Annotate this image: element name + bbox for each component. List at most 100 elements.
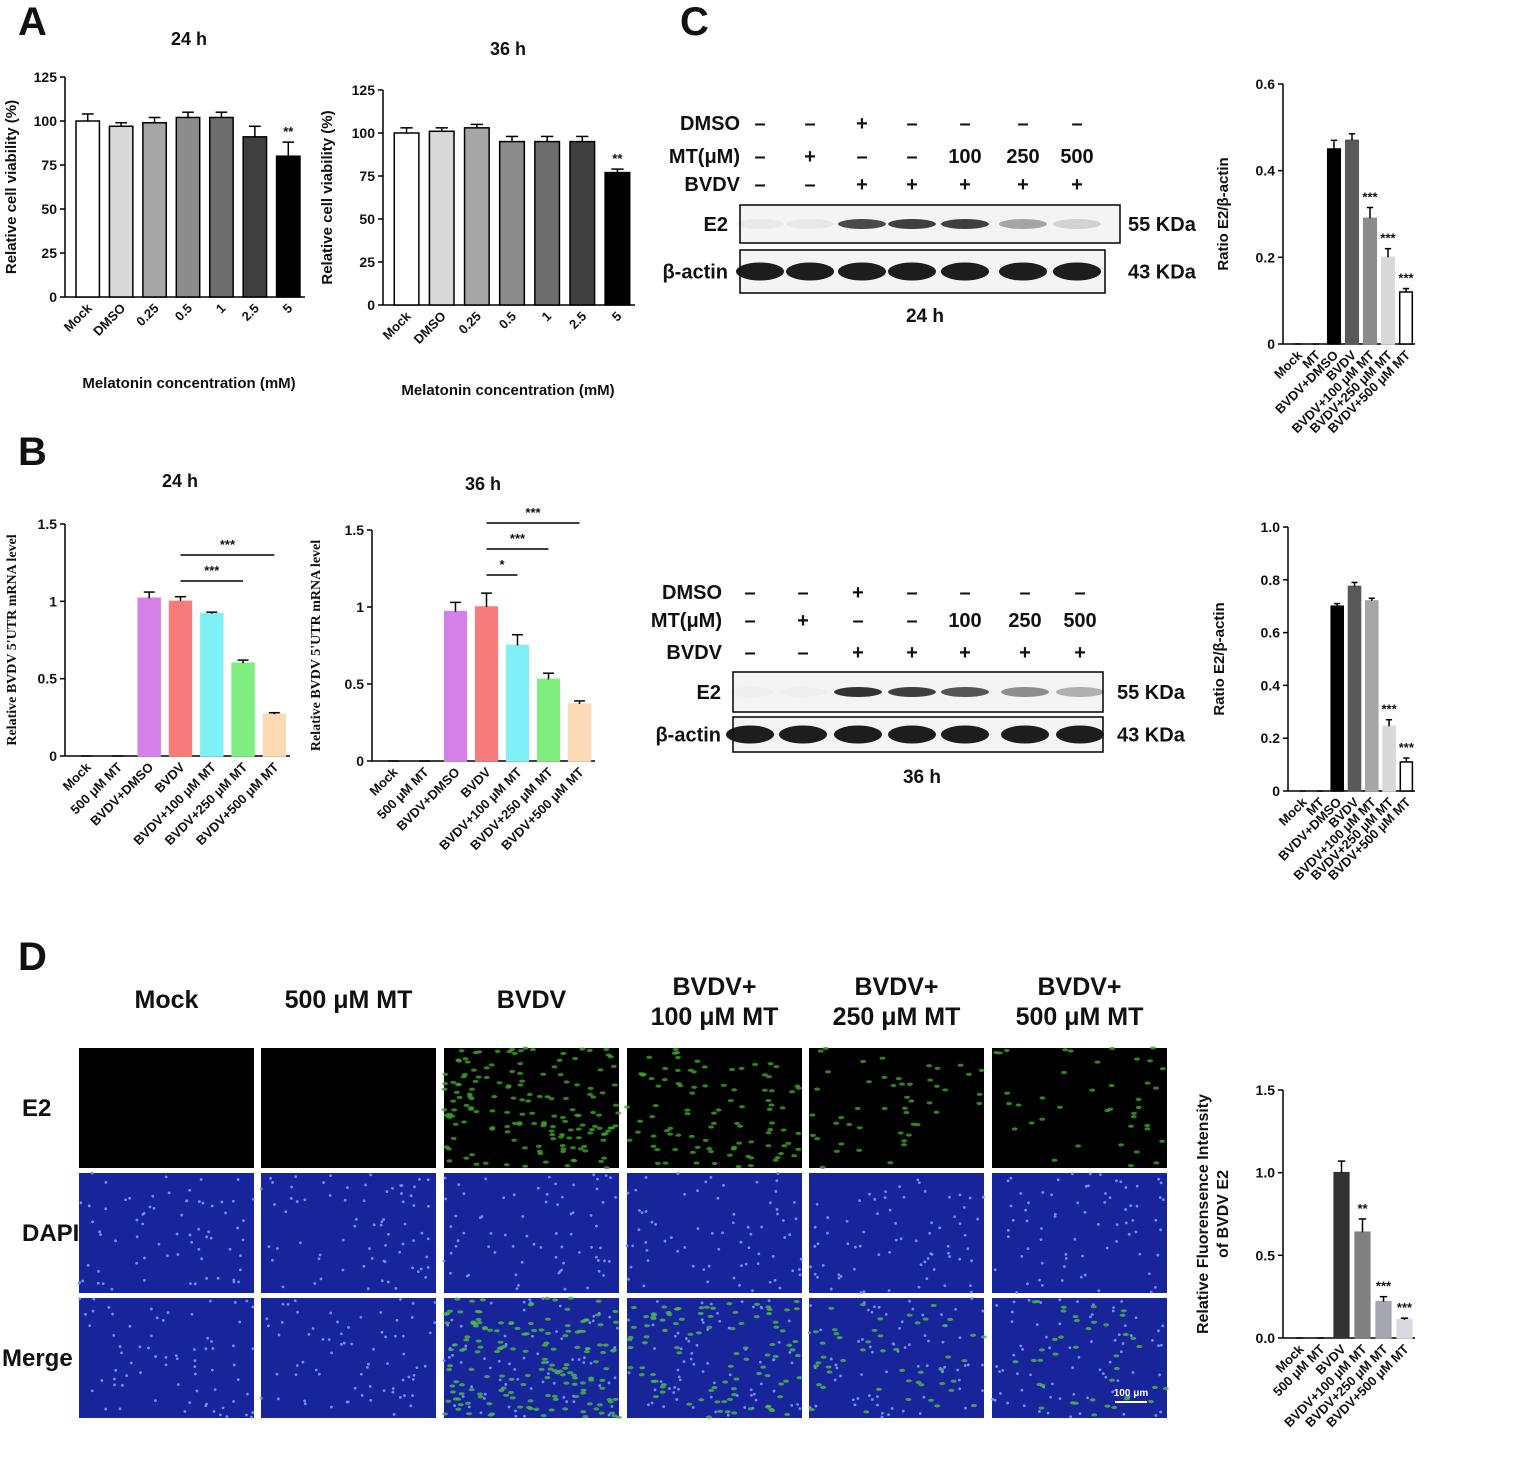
cell xyxy=(764,1374,771,1378)
cell xyxy=(462,1057,469,1061)
cell xyxy=(708,1150,715,1154)
cell xyxy=(552,1298,559,1302)
cell xyxy=(650,1379,657,1383)
cell xyxy=(496,1081,503,1085)
cell xyxy=(840,1358,847,1363)
cell xyxy=(724,1410,731,1414)
cell xyxy=(552,1397,559,1401)
nucleus xyxy=(318,1253,322,1257)
blot-cell: – xyxy=(754,113,765,135)
nucleus xyxy=(644,1240,648,1244)
cell xyxy=(1062,1048,1069,1052)
nucleus xyxy=(943,1365,947,1369)
cell xyxy=(536,1094,543,1099)
cell xyxy=(584,1347,591,1351)
nucleus xyxy=(625,1244,629,1248)
nucleus xyxy=(854,1245,857,1249)
nucleus xyxy=(598,1384,602,1388)
nucleus xyxy=(398,1396,402,1399)
cell xyxy=(509,1069,516,1074)
cell xyxy=(809,1133,816,1138)
bar xyxy=(474,606,499,762)
nucleus xyxy=(193,1348,196,1351)
nucleus xyxy=(275,1247,279,1250)
y-axis-label: Ratio E2/β-actin xyxy=(1211,602,1228,715)
y-tick-label: 125 xyxy=(352,82,376,98)
y-tick-label: 25 xyxy=(41,245,57,261)
cell xyxy=(630,1305,637,1310)
nucleus xyxy=(286,1302,290,1306)
cell xyxy=(556,1058,563,1062)
cell xyxy=(477,1395,484,1399)
nucleus xyxy=(418,1177,421,1181)
nucleus xyxy=(362,1264,366,1268)
nucleus xyxy=(1084,1184,1088,1188)
nucleus xyxy=(560,1337,564,1341)
nucleus xyxy=(677,1387,680,1391)
error-bar xyxy=(540,135,554,142)
cell xyxy=(901,1139,908,1143)
nucleus xyxy=(461,1395,465,1398)
cell xyxy=(706,1147,713,1151)
nucleus xyxy=(728,1373,732,1377)
nucleus xyxy=(1087,1184,1090,1188)
nucleus xyxy=(692,1362,696,1366)
cell xyxy=(487,1328,494,1332)
cell xyxy=(1072,1401,1079,1405)
nucleus xyxy=(250,1415,253,1419)
nucleus xyxy=(958,1193,962,1197)
nucleus xyxy=(317,1257,321,1261)
nucleus xyxy=(236,1226,240,1230)
cell xyxy=(761,1073,768,1077)
y-tick-label: 0.8 xyxy=(1261,572,1281,588)
nucleus xyxy=(497,1359,501,1363)
nucleus xyxy=(110,1287,114,1291)
nucleus xyxy=(995,1365,999,1368)
cell xyxy=(470,1321,477,1325)
nucleus xyxy=(930,1221,934,1225)
nucleus xyxy=(894,1238,898,1242)
blot-band xyxy=(1056,687,1104,697)
blot-row-label: MT(μM) xyxy=(669,146,740,168)
blot-cell: – xyxy=(906,582,917,604)
cell xyxy=(1124,1394,1131,1398)
cell xyxy=(815,1383,822,1387)
nucleus xyxy=(412,1239,416,1243)
cell xyxy=(791,1154,798,1158)
cell xyxy=(612,1397,619,1402)
blot-band xyxy=(888,219,936,229)
nucleus xyxy=(783,1236,787,1239)
nucleus xyxy=(1161,1324,1165,1328)
error-bar xyxy=(1337,1160,1346,1173)
nucleus xyxy=(1104,1192,1107,1195)
nucleus xyxy=(885,1370,888,1374)
cell xyxy=(652,1395,659,1399)
bracket-label: *** xyxy=(510,531,526,546)
cell xyxy=(562,1407,569,1411)
nucleus xyxy=(595,1187,599,1191)
nucleus xyxy=(239,1268,242,1272)
nucleus xyxy=(231,1344,235,1348)
error-bar xyxy=(1358,1218,1367,1233)
cell xyxy=(570,1373,577,1377)
cell xyxy=(547,1367,554,1371)
chart-title: 24 h xyxy=(162,471,198,491)
nucleus xyxy=(554,1232,558,1235)
cell xyxy=(527,1303,534,1307)
error-bar xyxy=(1334,602,1341,607)
cell xyxy=(694,1145,701,1149)
cell xyxy=(756,1371,763,1376)
bracket-label: * xyxy=(499,557,505,572)
chart-title: 36 h xyxy=(490,39,526,59)
nucleus xyxy=(427,1204,430,1208)
blot-cell: – xyxy=(797,582,808,604)
nucleus xyxy=(269,1176,273,1180)
nucleus xyxy=(161,1319,165,1322)
blot-row-label: BVDV xyxy=(684,174,740,196)
cell xyxy=(659,1390,666,1394)
cell xyxy=(945,1355,952,1359)
nucleus xyxy=(341,1268,345,1272)
nucleus xyxy=(917,1181,921,1185)
blot-cell: + xyxy=(856,113,868,135)
error-bar xyxy=(1402,287,1410,292)
